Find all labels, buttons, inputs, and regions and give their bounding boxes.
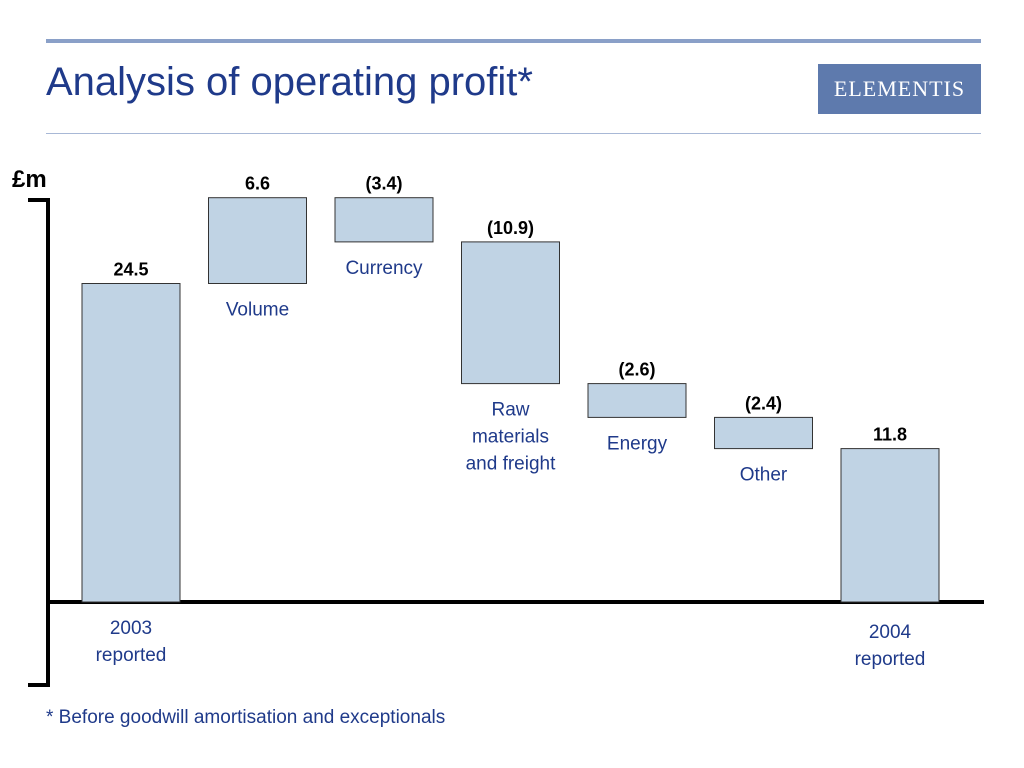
value-label-0: 24.5 [113, 260, 148, 280]
unit-label: £m [12, 166, 47, 193]
category-label-3-1: materials [472, 427, 549, 448]
value-label-3: (10.9) [487, 218, 534, 238]
bar-0 [81, 283, 181, 603]
bar-4 [587, 383, 687, 418]
bar-1 [208, 197, 307, 284]
bar-3 [461, 241, 560, 385]
bar-2 [334, 197, 434, 243]
category-label-3-0: Raw [491, 400, 529, 421]
value-label-5: (2.4) [745, 393, 782, 413]
category-label-1-0: Volume [226, 300, 289, 321]
category-label-4-0: Energy [607, 433, 668, 454]
axis-bracket [28, 198, 50, 687]
category-label-0-0: 2003 [110, 618, 152, 639]
title-rule [46, 133, 981, 134]
category-label-5-0: Other [740, 465, 788, 486]
value-label-4: (2.6) [618, 360, 655, 380]
category-label-6-1: reported [855, 649, 926, 670]
category-label-3-2: and freight [466, 454, 557, 475]
value-label-1: 6.6 [245, 174, 270, 194]
value-label-6: 11.8 [873, 425, 907, 445]
value-label-2: (3.4) [365, 174, 402, 194]
page-title: Analysis of operating profit* [46, 60, 533, 104]
footnote: * Before goodwill amortisation and excep… [46, 707, 446, 728]
category-label-6-0: 2004 [869, 622, 912, 643]
bar-5 [714, 416, 813, 450]
bar-6 [840, 448, 940, 603]
elementis-logo: ELEMENTIS [818, 64, 981, 114]
category-label-2-0: Currency [345, 258, 423, 279]
top-rule [46, 39, 981, 43]
category-label-0-1: reported [96, 645, 167, 666]
